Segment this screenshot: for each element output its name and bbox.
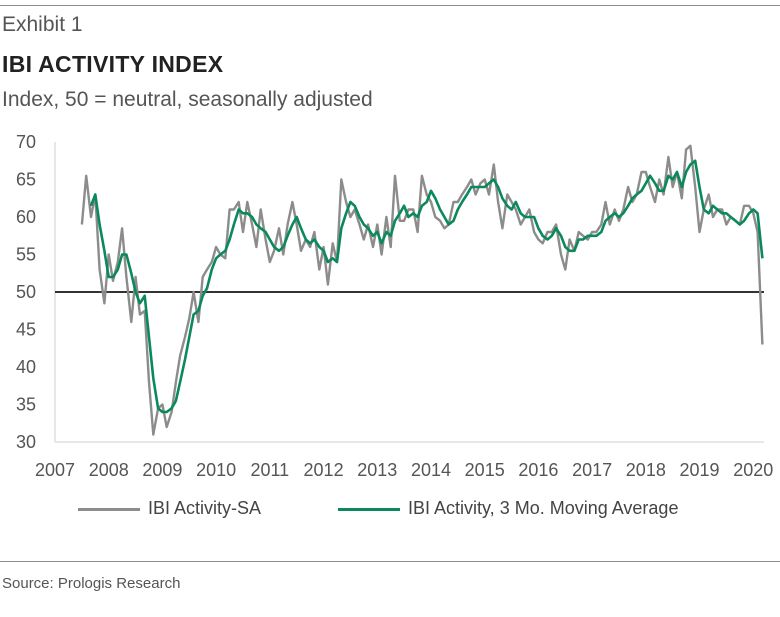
y-tick-label: 45: [16, 320, 36, 340]
y-tick-label: 65: [16, 170, 36, 190]
y-tick-label: 60: [16, 207, 36, 227]
series-line-sa: [80, 144, 764, 436]
y-tick-label: 40: [16, 357, 36, 377]
y-tick-label: 70: [16, 132, 36, 152]
x-tick-label: 2013: [357, 460, 397, 480]
x-tick-label: 2018: [626, 460, 666, 480]
top-rule: [0, 5, 780, 6]
source-note: Source: Prologis Research: [2, 575, 181, 592]
y-tick-label: 55: [16, 245, 36, 265]
y-tick-label: 50: [16, 282, 36, 302]
legend-label-sa: IBI Activity-SA: [148, 498, 262, 518]
x-tick-label: 2012: [304, 460, 344, 480]
x-tick-label: 2017: [572, 460, 612, 480]
series-line-ma: [89, 159, 764, 414]
legend-item-sa: IBI Activity-SA: [78, 498, 261, 519]
x-tick-label: 2007: [35, 460, 75, 480]
series-layer: [80, 144, 764, 436]
x-tick-label: 2010: [196, 460, 236, 480]
legend-label-ma: IBI Activity, 3 Mo. Moving Average: [408, 498, 679, 518]
x-tick-label: 2015: [465, 460, 505, 480]
exhibit-label: Exhibit 1: [2, 13, 83, 36]
x-tick-label: 2016: [518, 460, 558, 480]
x-tick-label: 2020: [733, 460, 773, 480]
x-tick-label: 2014: [411, 460, 451, 480]
y-tick-label: 35: [16, 395, 36, 415]
x-tick-label: 2008: [89, 460, 129, 480]
x-tick-label: 2011: [250, 460, 289, 480]
y-tick-label: 30: [16, 432, 36, 452]
legend-swatch-sa: [78, 507, 140, 511]
legend-item-ma: IBI Activity, 3 Mo. Moving Average: [338, 498, 678, 519]
y-axis: 30 35 40 45 50 55 60 65 70: [16, 132, 36, 452]
chart-title: IBI ACTIVITY INDEX: [2, 51, 224, 77]
bottom-rule: [0, 561, 780, 562]
x-axis: 2007 2008 2009 2010 2011 2012 2013 2014 2015 2016…: [35, 460, 773, 480]
x-tick-label: 2019: [680, 460, 720, 480]
legend-swatch-ma: [338, 507, 400, 511]
x-tick-label: 2009: [142, 460, 182, 480]
chart-subtitle: Index, 50 = neutral, seasonally adjusted: [2, 88, 373, 111]
